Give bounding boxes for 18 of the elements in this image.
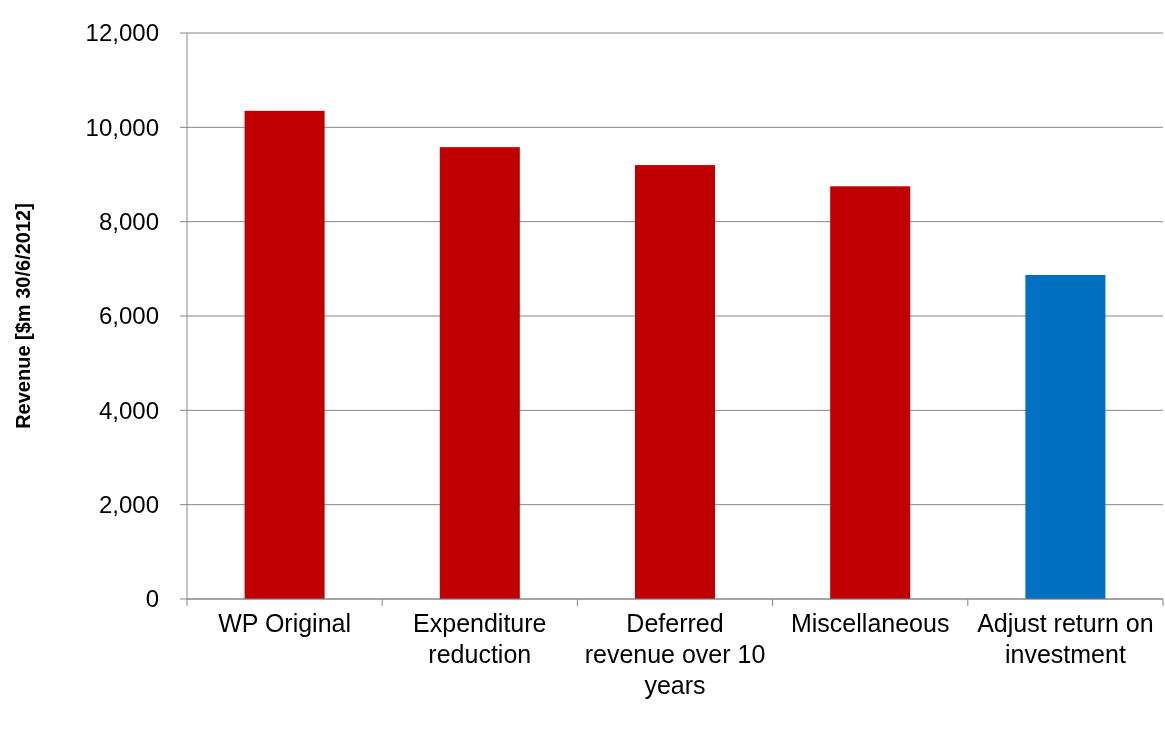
bar	[830, 186, 911, 599]
y-tick-label: 6,000	[98, 302, 159, 330]
x-tick-label: Deferred revenue over 10 years	[584, 609, 766, 699]
y-tick-label: 4,000	[98, 396, 159, 424]
y-tick-label: 10,000	[85, 113, 159, 141]
y-tick-label: 12,000	[85, 19, 159, 47]
bar	[1025, 274, 1106, 599]
y-tick-label: 2,000	[98, 491, 159, 519]
x-tick-label: Miscellaneous	[790, 609, 950, 637]
bar	[634, 165, 716, 599]
x-tick-label: Expenditure reduction	[413, 609, 547, 668]
y-tick-label: 8,000	[98, 208, 159, 236]
x-tick-label: WP Original	[218, 609, 352, 637]
y-axis-title: Revenue [$m 30/6/2012]	[12, 203, 34, 429]
x-tick-label: Adjust return on investment	[977, 609, 1154, 668]
bar	[439, 147, 520, 599]
bar	[244, 110, 325, 599]
y-tick-label: 0	[145, 585, 159, 613]
